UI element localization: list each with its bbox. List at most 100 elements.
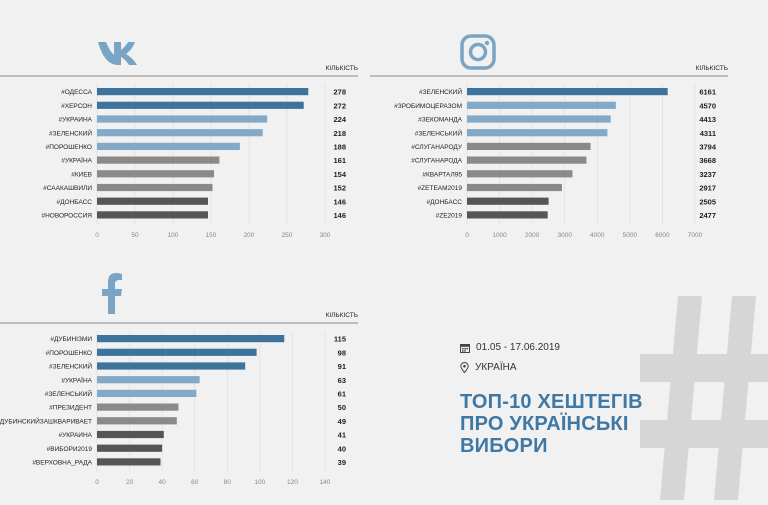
value-label: 188 [333, 143, 346, 152]
category-label: #ЗЕЛЕНСКИЙ [49, 362, 92, 371]
bar [97, 115, 268, 123]
value-column-header: КІЛЬКІСТЬ [696, 65, 728, 72]
category-label: #ЗЕЛЕНСЬКИЙ [45, 389, 93, 398]
category-label: #ХЕРСОН [61, 103, 92, 110]
x-tick-label: 0 [465, 232, 469, 239]
bar [467, 142, 591, 150]
x-tick-label: 300 [320, 232, 331, 239]
facebook-hashtag-bar-chart: КІЛЬКІСТЬ 0 20 40 60 80 100 120 140 #ДУБИНІЗМИ 115… [0, 312, 358, 486]
category-label: #ОДЕССА [61, 89, 93, 96]
category-label: #ВЕРХОВНА_РАДА [32, 460, 92, 467]
value-column-header: КІЛЬКІСТЬ [326, 65, 358, 72]
location-label: УКРАЇНА [475, 362, 517, 373]
category-label: #ЗЕЛЕНСКИЙ [49, 128, 92, 137]
category-label: #ВИБОРИ2019 [47, 446, 93, 453]
category-label: #ДУБИНІЗМИ [50, 336, 92, 343]
category-label: #НОВОРОССИЯ [41, 213, 92, 220]
bar [97, 376, 200, 384]
value-label: 218 [333, 129, 346, 138]
x-tick-label: 100 [254, 479, 265, 486]
x-tick-label: 0 [95, 232, 99, 239]
bar [97, 335, 285, 343]
x-tick-label: 140 [320, 479, 331, 486]
bar [97, 211, 208, 219]
bar [97, 183, 213, 192]
location-row: УКРАЇНА [460, 362, 700, 373]
value-label: 2477 [699, 211, 716, 220]
x-tick-label: 120 [287, 479, 298, 486]
bar [467, 183, 563, 192]
category-label: #УКРАИНА [59, 432, 93, 439]
bar [97, 101, 304, 109]
vk-chart: КІЛЬКІСТЬ 0 50 100 150 200 250 300 #ОДЕССА 278 #ХЕ… [0, 60, 370, 240]
bar [97, 444, 163, 452]
category-label: #ZETEAM2019 [418, 185, 463, 192]
info-block: 01.05 - 17.06.2019 УКРАЇНА ТОП-10 ХЕШТЕГ… [460, 342, 700, 457]
hashtag-background-icon [640, 296, 768, 505]
bar [97, 156, 220, 164]
x-tick-label: 100 [168, 232, 179, 239]
bar [97, 403, 179, 411]
category-label: #ЗЕЛЕНСКИЙ [419, 87, 462, 96]
category-label: #ДУБИНСКИЙЗАШКВАРИВАЕТ [0, 416, 92, 425]
x-tick-label: 60 [191, 479, 199, 486]
x-tick-label: 7000 [688, 232, 703, 239]
bar [97, 197, 208, 205]
bar [97, 417, 177, 425]
category-label: #КВАРТАЛ95 [422, 171, 462, 178]
bar [467, 88, 668, 96]
category-label: #СЛУГАНАРОДА [411, 158, 462, 165]
value-label: 2917 [699, 184, 716, 193]
instagram-chart: КІЛЬКІСТЬ 0 1000 2000 3000 4000 5000 6000 7000 #З… [370, 60, 740, 240]
value-label: 3668 [699, 156, 716, 165]
value-column-header: КІЛЬКІСТЬ [326, 312, 358, 319]
calendar-icon [460, 343, 470, 353]
x-tick-label: 2000 [525, 232, 540, 239]
value-label: 91 [338, 362, 346, 371]
category-label: #ДОНБАСС [57, 199, 93, 206]
value-label: 278 [333, 88, 346, 97]
date-range-row: 01.05 - 17.06.2019 [460, 342, 700, 353]
category-label: #УКРАИНА [59, 117, 93, 124]
value-label: 4311 [700, 129, 716, 138]
bar [467, 197, 549, 205]
category-label: #ЗРОБИМОЦЕРАЗОМ [394, 103, 462, 110]
location-pin-icon [460, 362, 469, 373]
x-tick-label: 4000 [590, 232, 605, 239]
category-label: #ZE2019 [436, 213, 463, 220]
bar [97, 142, 240, 150]
x-tick-label: 40 [159, 479, 167, 486]
category-label: #ПРЕЗИДЕНТ [49, 405, 92, 412]
bar [97, 88, 309, 96]
bar [97, 129, 263, 137]
value-label: 3794 [699, 143, 717, 152]
value-label: 161 [333, 156, 346, 165]
facebook-chart: КІЛЬКІСТЬ 0 20 40 60 80 100 120 140 #ДУБИНІЗМИ 115… [0, 307, 370, 487]
value-label: 152 [333, 184, 346, 193]
value-label: 50 [338, 403, 346, 412]
bar [467, 170, 573, 178]
category-label: #СЛУГАНАРОДУ [411, 144, 463, 151]
facebook-logo-icon [100, 272, 124, 319]
value-label: 63 [338, 376, 346, 385]
vk-hashtag-bar-chart: КІЛЬКІСТЬ 0 50 100 150 200 250 300 #ОДЕССА 278 #ХЕ… [0, 65, 358, 239]
instagram-hashtag-bar-chart: КІЛЬКІСТЬ 0 1000 2000 3000 4000 5000 6000 7000 #З… [370, 65, 728, 239]
date-range: 01.05 - 17.06.2019 [476, 342, 560, 353]
bar [467, 101, 616, 109]
value-label: 224 [333, 115, 346, 124]
category-label: #ДОНБАСС [427, 199, 463, 206]
value-label: 154 [333, 170, 346, 179]
category-label: #ЗЕКОМАНДА [418, 117, 462, 124]
instagram-logo-icon [460, 34, 496, 75]
value-label: 49 [338, 417, 346, 426]
category-label: #УКРАЇНА [61, 157, 92, 165]
x-tick-label: 6000 [655, 232, 670, 239]
bar [97, 362, 246, 370]
category-label: #СААКАШВИЛИ [43, 185, 92, 192]
x-tick-label: 20 [126, 479, 134, 486]
value-label: 146 [333, 197, 346, 206]
value-label: 41 [338, 431, 346, 440]
value-label: 61 [338, 390, 346, 399]
x-tick-label: 150 [206, 232, 217, 239]
value-label: 6161 [699, 88, 716, 97]
